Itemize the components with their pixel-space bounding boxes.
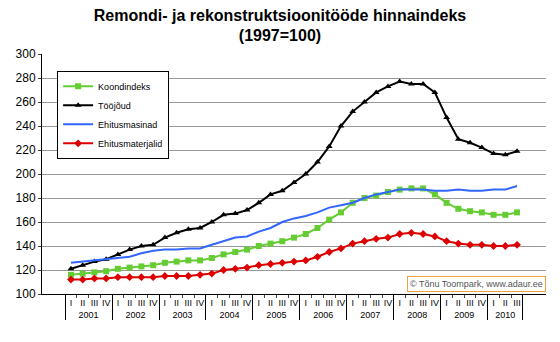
svg-text:2003: 2003 (172, 310, 192, 320)
svg-text:Koondindeks: Koondindeks (98, 82, 151, 92)
svg-text:II: II (362, 298, 367, 308)
svg-text:II: II (174, 298, 179, 308)
svg-text:I: I (398, 298, 401, 308)
svg-text:IV: IV (478, 298, 487, 308)
svg-text:I: I (258, 298, 261, 308)
svg-text:III: III (325, 298, 333, 308)
svg-text:I: I (492, 298, 495, 308)
svg-text:© Tõnu Toompark, www.adaur.ee: © Tõnu Toompark, www.adaur.ee (410, 279, 543, 289)
svg-text:II: II (221, 298, 226, 308)
svg-text:260: 260 (16, 95, 36, 109)
svg-text:I: I (351, 298, 354, 308)
svg-text:Ehitusmaterjalid: Ehitusmaterjalid (98, 139, 162, 149)
svg-text:I: I (70, 298, 73, 308)
svg-text:III: III (185, 298, 193, 308)
svg-text:II: II (315, 298, 320, 308)
svg-text:240: 240 (16, 119, 36, 133)
svg-text:IV: IV (102, 298, 111, 308)
svg-text:III: III (232, 298, 240, 308)
svg-text:2006: 2006 (313, 310, 333, 320)
svg-text:2004: 2004 (219, 310, 239, 320)
svg-text:I: I (211, 298, 214, 308)
svg-text:200: 200 (16, 167, 36, 181)
svg-text:2010: 2010 (495, 310, 515, 320)
svg-text:180: 180 (16, 191, 36, 205)
svg-text:II: II (503, 298, 508, 308)
svg-text:III: III (419, 298, 427, 308)
svg-text:2007: 2007 (360, 310, 380, 320)
svg-text:2001: 2001 (79, 310, 99, 320)
svg-text:IV: IV (243, 298, 252, 308)
svg-text:III: III (466, 298, 474, 308)
svg-text:II: II (80, 298, 85, 308)
svg-text:IV: IV (290, 298, 299, 308)
svg-text:2009: 2009 (454, 310, 474, 320)
svg-text:III: III (91, 298, 99, 308)
svg-text:I: I (164, 298, 167, 308)
svg-text:160: 160 (16, 215, 36, 229)
svg-text:Tööjõud: Tööjõud (98, 101, 131, 111)
svg-text:100: 100 (16, 287, 36, 301)
svg-text:2008: 2008 (407, 310, 427, 320)
svg-text:II: II (456, 298, 461, 308)
svg-text:IV: IV (337, 298, 346, 308)
svg-text:IV: IV (384, 298, 393, 308)
svg-text:220: 220 (16, 143, 36, 157)
svg-text:Ehitusmasinad: Ehitusmasinad (98, 120, 157, 130)
svg-text:I: I (445, 298, 448, 308)
svg-text:280: 280 (16, 71, 36, 85)
svg-text:IV: IV (431, 298, 440, 308)
svg-text:I: I (117, 298, 120, 308)
svg-text:II: II (268, 298, 273, 308)
svg-text:300: 300 (16, 47, 36, 61)
svg-text:III: III (138, 298, 146, 308)
svg-text:IV: IV (149, 298, 158, 308)
svg-text:Remondi- ja rekonstruktsioonit: Remondi- ja rekonstruktsioonitööde hinna… (94, 7, 467, 45)
svg-text:2002: 2002 (126, 310, 146, 320)
svg-text:140: 140 (16, 239, 36, 253)
svg-text:III: III (279, 298, 287, 308)
svg-text:III: III (513, 298, 521, 308)
svg-text:120: 120 (16, 263, 36, 277)
svg-text:II: II (409, 298, 414, 308)
svg-text:2005: 2005 (266, 310, 286, 320)
svg-text:IV: IV (196, 298, 205, 308)
svg-text:II: II (127, 298, 132, 308)
svg-text:I: I (304, 298, 307, 308)
svg-text:III: III (372, 298, 380, 308)
